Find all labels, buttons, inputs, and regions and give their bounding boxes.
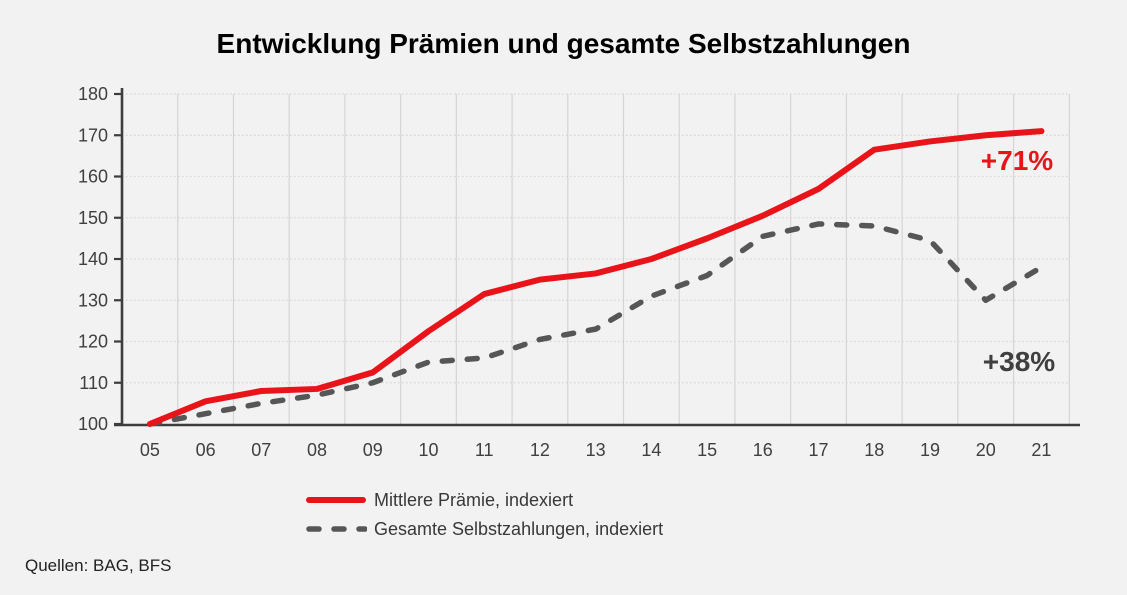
x-tick-label: 16 [753,440,773,460]
line-chart: 100 110 120 130 140 150 160 170 180 05 06 07 08 09 10 1… [78,84,1080,460]
y-tick-label: 110 [79,373,108,393]
legend: Mittlere Prämie, indexiert Gesamte Selbs… [305,487,663,542]
solid-line-swatch-icon [306,497,366,503]
series-line-selbstzahlungen [147,221,1045,427]
x-tick-label: 18 [864,440,884,460]
y-tick-label: 100 [78,414,108,434]
x-tick-label: 08 [307,440,327,460]
legend-label-premium: Mittlere Prämie, indexiert [374,489,574,510]
x-tick-label: 14 [641,440,661,460]
x-tick-label: 13 [586,440,606,460]
x-tick-label: 06 [196,440,216,460]
series-line-praemie [146,128,1045,427]
y-tick-label: 130 [78,290,108,310]
selfpay-change-annotation: +38% [982,346,1056,377]
x-tick-label: 09 [363,440,383,460]
x-tick-label: 11 [475,440,494,460]
premium-change-annotation: +71% [980,145,1054,176]
y-tick-label: 150 [78,208,108,228]
y-tick-label: 140 [78,249,108,269]
chart-title: Entwicklung Prämien und gesamte Selbstza… [216,28,911,59]
source-note: Quellen: BAG, BFS [25,556,172,575]
y-tick-label: 170 [78,125,108,145]
x-tick-label: 19 [920,440,940,460]
x-tick-label: 05 [140,440,160,460]
x-tick-label: 20 [976,440,996,460]
y-tick-label: 120 [78,332,108,352]
legend-item-premium: Mittlere Prämie, indexiert [305,487,663,513]
legend-label-selfpay: Gesamte Selbstzahlungen, indexiert [374,518,664,539]
x-tick-label: 15 [697,440,717,460]
y-tick-label: 160 [78,167,108,187]
y-tick-label: 180 [78,84,108,104]
x-tick-label: 10 [418,440,438,460]
dashed-line-swatch-icon [306,526,367,532]
x-tick-label: 07 [251,440,271,460]
x-tick-label: 12 [530,440,550,460]
legend-item-selfpay: Gesamte Selbstzahlungen, indexiert [305,516,663,542]
x-tick-label: 17 [809,440,829,460]
x-tick-label: 21 [1031,440,1051,460]
